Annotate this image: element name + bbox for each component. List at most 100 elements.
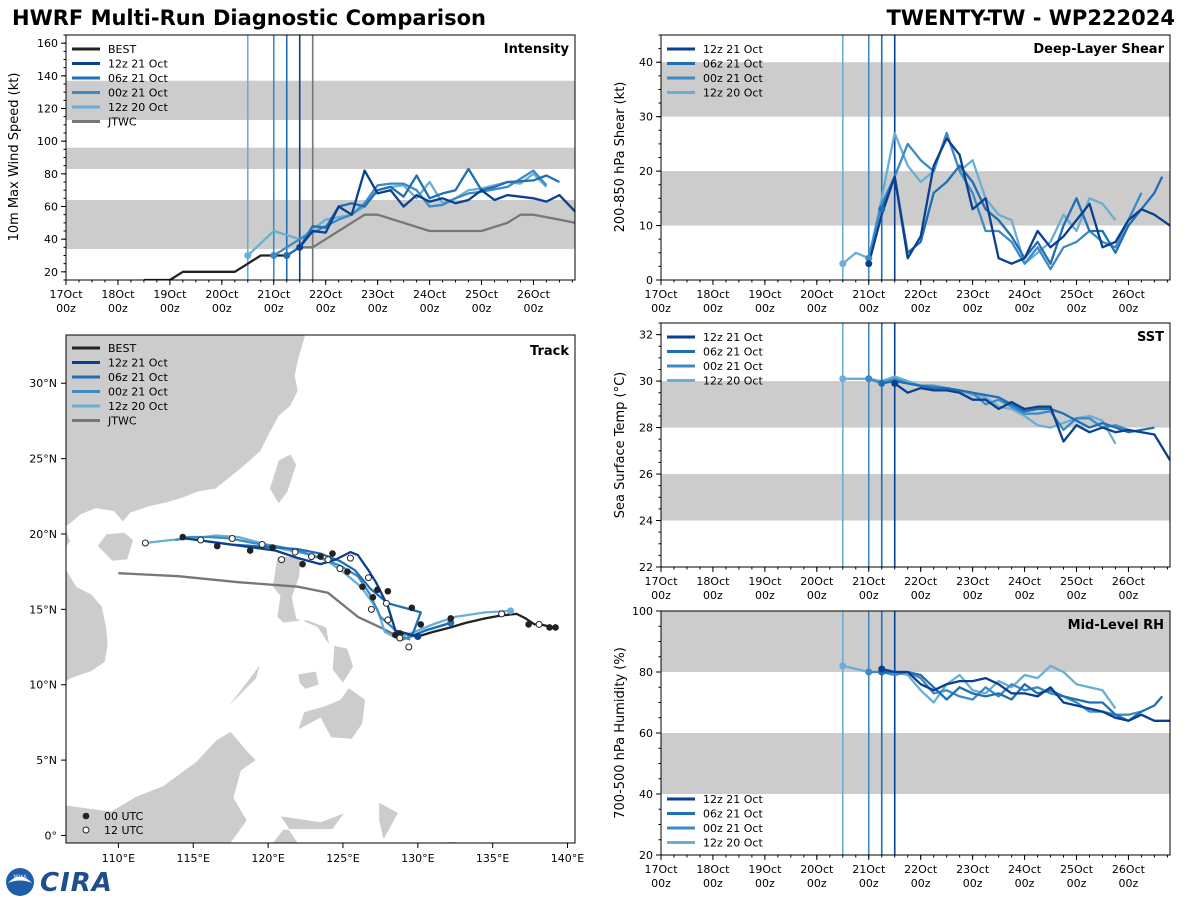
land-mass bbox=[332, 645, 354, 684]
land-mass bbox=[272, 812, 346, 843]
panel-title: Track bbox=[530, 344, 569, 359]
land-mass bbox=[297, 670, 320, 690]
legend-label: 06z 21 Oct bbox=[703, 58, 763, 71]
y-tick-label: 80 bbox=[639, 666, 653, 679]
marker-12utc bbox=[291, 548, 299, 556]
land-mass bbox=[66, 529, 109, 683]
y-tick-label: 100 bbox=[632, 605, 653, 618]
series-line bbox=[867, 137, 1170, 265]
x-tick-label: 00z bbox=[703, 589, 723, 602]
x-tick-label: 17Oct bbox=[644, 575, 678, 588]
x-tick-label: 17Oct bbox=[644, 863, 678, 876]
series-start-point bbox=[878, 665, 886, 673]
x-tick-label: 23Oct bbox=[956, 288, 990, 301]
y-tick-label: 0 bbox=[646, 274, 653, 287]
series-start-point bbox=[283, 252, 291, 259]
marker-00utc bbox=[525, 621, 532, 628]
shaded-band bbox=[66, 80, 575, 120]
x-tick-label: 21Oct bbox=[257, 288, 291, 301]
x-tick-label: 00z bbox=[1067, 877, 1087, 890]
series-start-point bbox=[865, 668, 873, 676]
marker-00utc bbox=[246, 547, 254, 554]
y-tick-label: 40 bbox=[44, 233, 58, 246]
y-tick-label: 20 bbox=[639, 849, 653, 862]
x-tick-label: 00z bbox=[1119, 589, 1139, 602]
marker-00utc bbox=[447, 615, 455, 622]
shaded-band bbox=[661, 62, 1170, 117]
legend-label: 12z 21 Oct bbox=[108, 58, 168, 71]
y-tick-label: 40 bbox=[639, 788, 653, 801]
noaa-label: NOAA bbox=[13, 874, 27, 880]
x-tick-label: 00z bbox=[651, 302, 671, 315]
y-tick-label: 160 bbox=[37, 37, 58, 50]
marker-00utc bbox=[417, 621, 425, 628]
marker-00utc bbox=[546, 624, 553, 631]
marker-00utc bbox=[329, 550, 336, 557]
y-tick-label: 10°N bbox=[29, 679, 57, 692]
y-tick-label: 30°N bbox=[29, 377, 57, 390]
x-tick-label: 00z bbox=[859, 877, 879, 890]
track-plot-area bbox=[66, 335, 559, 843]
shaded-band bbox=[661, 474, 1170, 521]
marker-00utc bbox=[408, 604, 416, 612]
x-tick-label: 20Oct bbox=[205, 288, 239, 301]
shear-panel: 01020304017Oct00z18Oct00z19Oct00z20Oct00… bbox=[613, 34, 1171, 315]
marker-00utc bbox=[374, 586, 381, 594]
land-mass bbox=[297, 687, 366, 740]
legend-label: BEST bbox=[108, 342, 136, 355]
x-tick-label: 00z bbox=[651, 589, 671, 602]
x-tick-label: 00z bbox=[911, 302, 931, 315]
intensity-panel: 2040608010012014016017Oct00z18Oct00z19Oc… bbox=[7, 34, 576, 315]
legend-label: 00z 21 Oct bbox=[108, 87, 168, 100]
legend-label: 12z 20 Oct bbox=[108, 400, 168, 413]
x-tick-label: 00z bbox=[807, 589, 827, 602]
x-tick-label: 00z bbox=[755, 302, 775, 315]
marker-legend-label: 12 UTC bbox=[104, 824, 144, 837]
series-line bbox=[868, 670, 1142, 716]
y-tick-label: 30 bbox=[639, 375, 653, 388]
x-tick-label: 23Oct bbox=[956, 575, 990, 588]
y-tick-label: 5°N bbox=[36, 754, 57, 767]
legend-label: JTWC bbox=[107, 415, 137, 428]
legend-label: 00z 21 Oct bbox=[108, 386, 168, 399]
marker-12utc bbox=[396, 634, 404, 642]
x-tick-label: 00z bbox=[807, 877, 827, 890]
x-tick-label: 120°E bbox=[251, 852, 284, 865]
x-tick-label: 24Oct bbox=[1008, 575, 1042, 588]
noaa-bird-icon bbox=[8, 876, 32, 883]
y-tick-label: 20 bbox=[639, 165, 653, 178]
land-mass bbox=[66, 335, 306, 527]
legend-label: 06z 21 Oct bbox=[703, 346, 763, 359]
marker-12utc bbox=[364, 574, 372, 582]
x-tick-label: 17Oct bbox=[644, 288, 678, 301]
x-tick-label: 00z bbox=[160, 302, 180, 315]
series-line bbox=[881, 379, 1155, 434]
x-tick-label: 00z bbox=[264, 302, 284, 315]
marker-00utc bbox=[179, 533, 187, 541]
x-tick-label: 25Oct bbox=[1060, 288, 1094, 301]
x-tick-label: 26Oct bbox=[517, 288, 551, 301]
x-tick-label: 00z bbox=[1119, 302, 1139, 315]
series-start-point bbox=[865, 375, 873, 383]
legend-label: 12z 21 Oct bbox=[703, 793, 763, 806]
series-line bbox=[143, 246, 301, 280]
marker-12utc bbox=[228, 535, 236, 543]
land-mass bbox=[269, 453, 297, 505]
y-tick-label: 0° bbox=[45, 829, 58, 842]
series-start-point bbox=[891, 379, 899, 387]
x-tick-label: 00z bbox=[651, 877, 671, 890]
shaded-band bbox=[661, 611, 1170, 672]
x-tick-label: 00z bbox=[703, 877, 723, 890]
x-tick-label: 00z bbox=[859, 589, 879, 602]
legend-label: 12z 20 Oct bbox=[108, 101, 168, 114]
series-line bbox=[842, 375, 1117, 445]
x-tick-label: 22Oct bbox=[904, 863, 938, 876]
x-tick-label: 00z bbox=[963, 302, 983, 315]
track-start-point bbox=[414, 632, 422, 640]
x-tick-label: 18Oct bbox=[696, 863, 730, 876]
marker-00utc bbox=[213, 542, 221, 550]
x-tick-label: 00z bbox=[368, 302, 388, 315]
x-tick-label: 00z bbox=[524, 302, 544, 315]
track-line bbox=[185, 537, 419, 638]
x-tick-label: 00z bbox=[755, 589, 775, 602]
